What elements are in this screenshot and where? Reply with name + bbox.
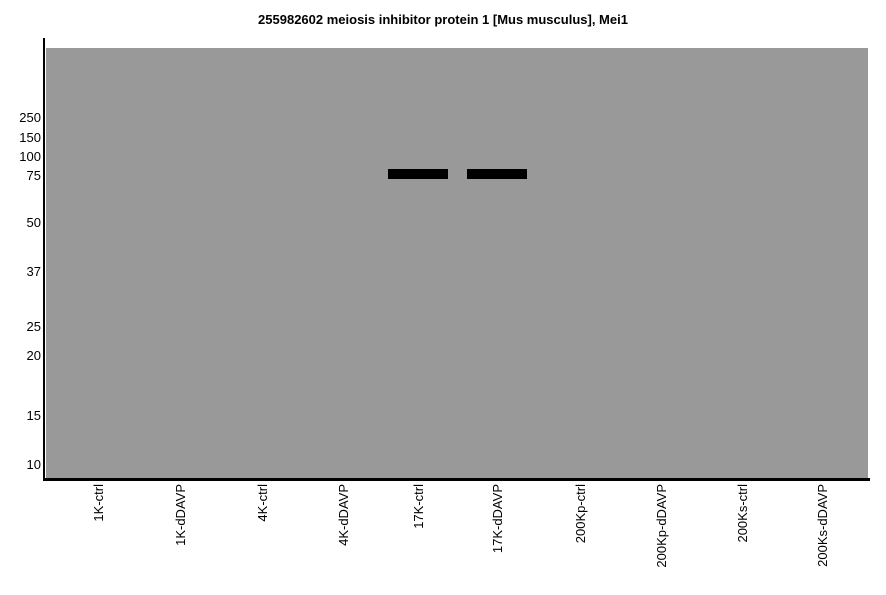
y-axis-tick-label: 50: [26, 215, 41, 231]
y-axis-tick-label: 250: [19, 109, 41, 125]
x-axis-lane-label: 1K-ctrl: [90, 484, 106, 522]
x-axis-lane-label: 17K-dDAVP: [490, 484, 506, 554]
y-axis-tick-label: 25: [26, 319, 41, 335]
protein-band: [387, 168, 448, 179]
x-axis-lane-label: 1K-dDAVP: [172, 484, 188, 546]
y-axis-tick-label: 15: [26, 408, 41, 424]
x-axis-lane-label: 4K-ctrl: [255, 484, 271, 522]
gel-plot-area: [46, 48, 868, 478]
x-axis-lane-label: 17K-ctrl: [410, 484, 426, 529]
chart-title: 255982602 meiosis inhibitor protein 1 [M…: [258, 12, 628, 27]
y-axis-tick-label: 150: [19, 129, 41, 145]
y-axis-tick-label: 10: [26, 457, 41, 473]
y-axis-tick-label: 37: [26, 264, 41, 280]
y-axis-tick-label: 75: [26, 167, 41, 183]
protein-band: [467, 168, 528, 179]
x-axis-lane-label: 4K-dDAVP: [335, 484, 351, 546]
x-axis-lane-label: 200Kp-ctrl: [573, 484, 589, 544]
x-axis-line: [43, 478, 870, 481]
x-axis-lane-label: 200Kp-dDAVP: [653, 484, 669, 568]
y-axis-tick-label: 20: [26, 347, 41, 363]
x-axis-lane-label: 200Ks-dDAVP: [814, 484, 830, 567]
y-axis-tick-label: 100: [19, 148, 41, 164]
y-axis-line: [43, 38, 45, 481]
x-axis-lane-label: 200Ks-ctrl: [735, 484, 751, 543]
